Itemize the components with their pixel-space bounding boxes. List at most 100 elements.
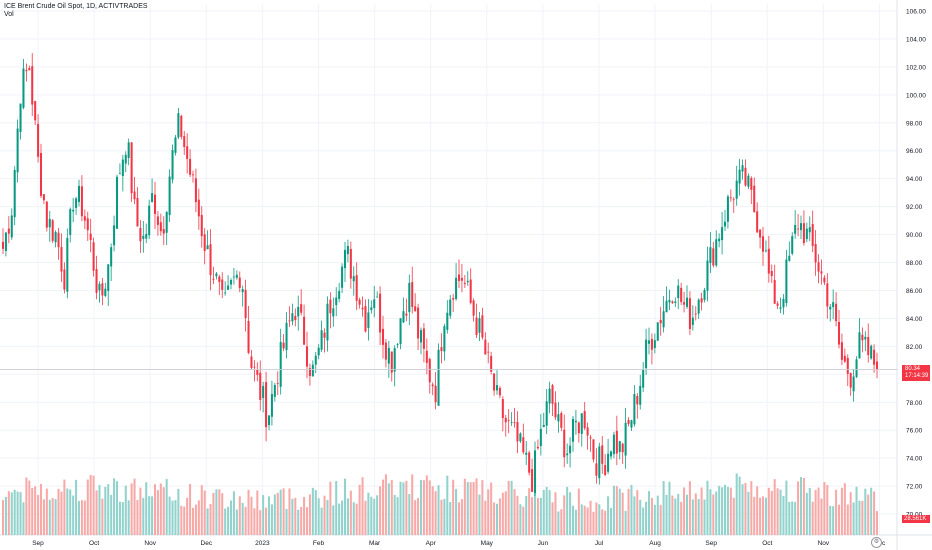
volume-bar <box>680 501 683 535</box>
candle-body <box>16 128 19 173</box>
candle-body <box>130 142 133 194</box>
candle-body <box>335 297 338 306</box>
time-tick-label: Apr <box>426 540 437 547</box>
volume-bar <box>718 485 721 535</box>
time-tick-label: Dec <box>201 540 213 547</box>
volume-bar <box>34 486 37 535</box>
volume-bar <box>659 504 662 535</box>
candle-body <box>563 429 566 458</box>
volume-bar <box>647 491 651 535</box>
volume-bar <box>542 489 545 535</box>
volume-bar <box>624 510 627 535</box>
candle-body <box>703 289 706 300</box>
candle-body <box>528 452 531 473</box>
candle-body <box>729 197 732 199</box>
candle-body <box>341 266 344 288</box>
candle-body <box>633 394 636 425</box>
candle-body <box>279 341 282 387</box>
volume-bar <box>355 503 358 535</box>
volume-bar <box>750 481 753 535</box>
volume-bar <box>311 487 314 535</box>
volume-bar <box>779 489 782 535</box>
volume-bar <box>446 475 449 535</box>
volume-bar <box>189 483 192 535</box>
chart-settings-icon[interactable]: ⚙ <box>871 537 882 548</box>
volume-bar <box>191 507 195 535</box>
volume-bar <box>110 494 113 535</box>
volume-bar <box>262 494 265 535</box>
candle-body <box>4 232 7 252</box>
volume-bar <box>136 500 139 535</box>
volume-bar <box>621 492 624 535</box>
candle-body <box>86 218 89 231</box>
price-tick-label: 74.00 <box>906 456 923 463</box>
volume-bar <box>139 487 142 535</box>
volume-bar <box>589 500 592 535</box>
candle-body <box>583 411 586 429</box>
candle-body <box>469 279 472 303</box>
volume-bar <box>642 507 645 535</box>
volume-bar <box>171 500 174 535</box>
candle-body <box>873 349 876 365</box>
volume-bar <box>206 508 209 535</box>
volume-bar <box>814 490 817 535</box>
volume-bar <box>37 494 40 535</box>
candle-body <box>110 247 113 267</box>
candle-body <box>826 283 829 307</box>
candle-body <box>153 194 157 214</box>
candle-body <box>48 218 51 228</box>
volume-bar <box>706 480 709 535</box>
candle-body <box>253 366 256 368</box>
volume-bar <box>300 506 303 535</box>
volume-bar <box>7 491 10 535</box>
volume-bar <box>557 511 560 535</box>
candle-body <box>367 312 370 328</box>
volume-bar <box>563 495 566 535</box>
candle-body <box>791 236 794 254</box>
candle-body <box>867 336 870 356</box>
candle-body <box>463 282 466 284</box>
candle-body <box>677 285 680 299</box>
candle-body <box>560 413 563 428</box>
candle-body <box>355 275 358 301</box>
volume-bar <box>715 491 718 535</box>
candle-body <box>75 198 78 208</box>
volume-bar <box>481 480 484 535</box>
candle-body <box>668 299 671 303</box>
volume-bar <box>732 497 735 535</box>
volume-bar <box>586 507 589 535</box>
candle-body <box>425 350 428 363</box>
candle-body <box>364 306 367 332</box>
candle-body <box>101 283 104 296</box>
volume-bar <box>738 476 741 535</box>
volume-legend-label: Vol <box>4 11 14 18</box>
candle-body <box>694 313 697 315</box>
candle-body <box>747 175 750 187</box>
candle-body <box>852 376 855 392</box>
candle-body <box>449 299 452 316</box>
volume-bar <box>820 498 823 535</box>
candle-body <box>457 274 461 281</box>
candle-body <box>419 330 423 343</box>
candle-body <box>414 306 417 312</box>
candle-body <box>674 301 677 303</box>
volume-bar <box>338 503 341 535</box>
volume-bar <box>671 495 674 535</box>
volume-bar <box>118 501 121 535</box>
candle-body <box>303 316 306 345</box>
volume-bar <box>291 498 294 535</box>
volume-bar <box>744 482 747 535</box>
volume-bar <box>700 487 703 535</box>
candle-body <box>317 347 320 356</box>
candle-body <box>533 450 537 493</box>
candle-body <box>592 439 595 460</box>
candle-body <box>168 176 171 216</box>
candle-body <box>607 453 610 472</box>
time-tick-label: Mar <box>369 540 381 547</box>
volume-bar <box>832 506 835 535</box>
time-tick-label: Nov <box>818 540 830 547</box>
candle-body <box>399 318 402 345</box>
candle-body <box>13 169 16 218</box>
